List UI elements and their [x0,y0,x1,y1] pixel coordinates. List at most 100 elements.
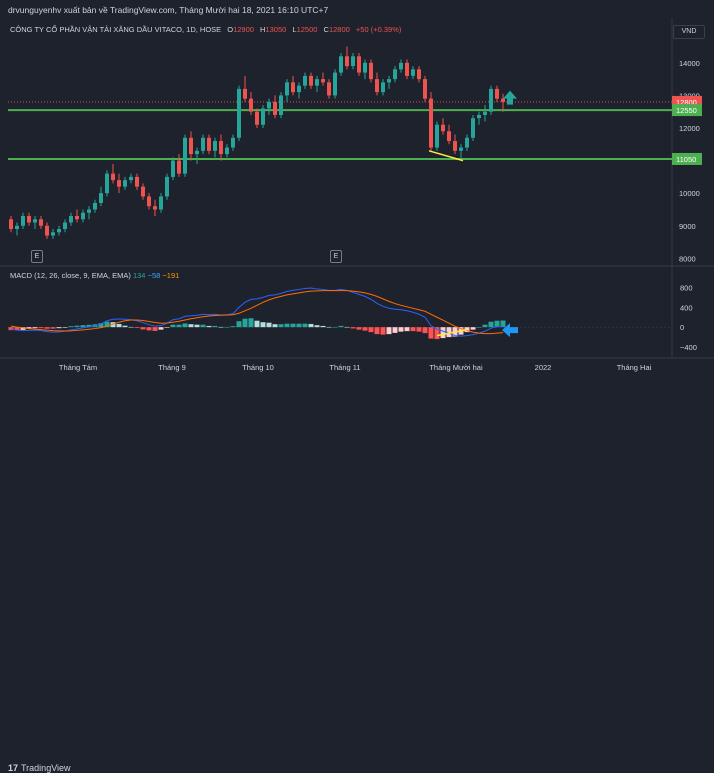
candle-body [501,98,505,102]
chart-canvas[interactable]: 800090001000011000120001300014000−400040… [0,0,714,400]
macd-histogram-bar [398,327,404,332]
time-tick-label: Tháng 10 [242,363,274,372]
currency-badge[interactable]: VND [673,25,705,39]
candle-body [87,209,91,213]
price-axis-badge [672,104,702,117]
candle-body [63,222,67,230]
low-value: 12500 [296,25,318,34]
candle-body [75,216,79,220]
macd-histogram-bar [356,327,362,330]
macd-histogram-bar [350,327,356,329]
time-tick-label: Tháng Mười hai [429,363,483,372]
macd-histogram-bar [386,327,392,335]
candle-body [249,98,253,112]
macd-params: MACD (12, 26, close, 9, EMA, EMA) [10,271,131,280]
close-label: C [323,25,329,34]
macd-histogram-bar [134,327,140,328]
macd-histogram-bar [440,327,446,339]
tradingview-logo[interactable]: 17 TradingView [8,763,71,773]
macd-histogram-bar [380,327,386,335]
tradingview-mark-icon: 17 [8,763,19,773]
macd-histogram-bar [62,327,68,328]
candle-body [201,137,205,151]
candle-body [477,114,481,119]
macd-histogram-bar [104,321,110,328]
macd-histogram-bar [422,327,428,334]
candle-body [327,82,331,96]
candle-body [243,88,247,99]
candle-body [435,124,439,148]
macd-histogram-bar [374,327,380,335]
candle-body [231,137,235,148]
macd-histogram-bar [230,326,236,328]
macd-histogram-bar [38,327,44,329]
candle-body [285,82,289,96]
candle-body [465,137,469,148]
close-value: 12800 [328,25,350,34]
candle-body [495,88,499,99]
candle-body [15,225,19,230]
macd-histogram-bar [404,327,410,332]
macd-histogram-bar [296,323,302,328]
candle-body [381,82,385,93]
candle-body [453,141,457,151]
macd-histogram-bar [494,320,500,328]
macd-histogram-bar [14,327,20,331]
macd-histogram-bar [470,327,476,330]
earnings-marker-1[interactable]: E [31,250,43,263]
candle-body [129,176,133,181]
candle-body [237,88,241,138]
time-tick-label: Tháng Hai [617,363,652,372]
macd-histogram-bar [272,324,278,328]
candle-body [165,176,169,197]
arrow-up-icon [503,90,517,105]
candle-body [483,111,487,115]
macd-histogram-bar [8,327,14,331]
candle-body [21,216,25,226]
candle-body [345,56,349,67]
macd-histogram-bar [32,327,38,329]
candle-body [159,196,163,210]
time-tick-label: 2022 [535,363,552,372]
macd-histogram-bar [56,327,62,329]
macd-histogram-bar [338,325,344,328]
macd-histogram-bar [152,327,158,331]
macd-histogram-bar [266,322,272,328]
macd-trendline [436,328,468,337]
candle-body [255,111,259,125]
macd-histogram-bar [128,326,134,328]
macd-histogram-bar [314,325,320,328]
candle-body [171,160,175,177]
candle-body [183,137,187,174]
time-tick-label: Tháng 9 [158,363,186,372]
candle-body [357,56,361,73]
macd-histogram-bar [488,321,494,328]
macd-histogram-bar [434,327,440,340]
time-tick-label: Tháng 11 [329,363,360,372]
candle-body [135,176,139,187]
price-axis-badge-label: 11050 [676,155,696,164]
symbol-title: CÔNG TY CỔ PHẦN VẬN TẢI XĂNG DẦU VITACO,… [10,25,222,34]
macd-histogram-bar [278,324,284,328]
change-value: +50 (+0.39%) [355,25,402,34]
macd-histogram-bar [446,327,452,338]
candle-body [321,79,325,83]
macd-histogram-bar [308,323,314,328]
candle-body [339,56,343,73]
price-axis-badge-label: 12800 [676,98,697,107]
earnings-marker-2[interactable]: E [330,250,342,263]
publisher-text: drvunguyenhv xuất bản về TradingView.com… [8,5,329,15]
signal-line [10,290,504,335]
macd-histogram-bar [416,327,422,332]
macd-histogram-bar [242,318,248,328]
price-trendline [428,150,464,162]
candle-body [195,150,199,155]
macd-histogram-bar [362,327,368,331]
candle-body [9,219,13,230]
macd-histogram-bar [260,322,266,328]
candle-body [153,206,157,210]
candle-body [375,79,379,93]
macd-histogram-bar [170,324,176,328]
macd-histogram-bar [332,326,338,328]
price-tick-label: 10000 [679,189,700,198]
